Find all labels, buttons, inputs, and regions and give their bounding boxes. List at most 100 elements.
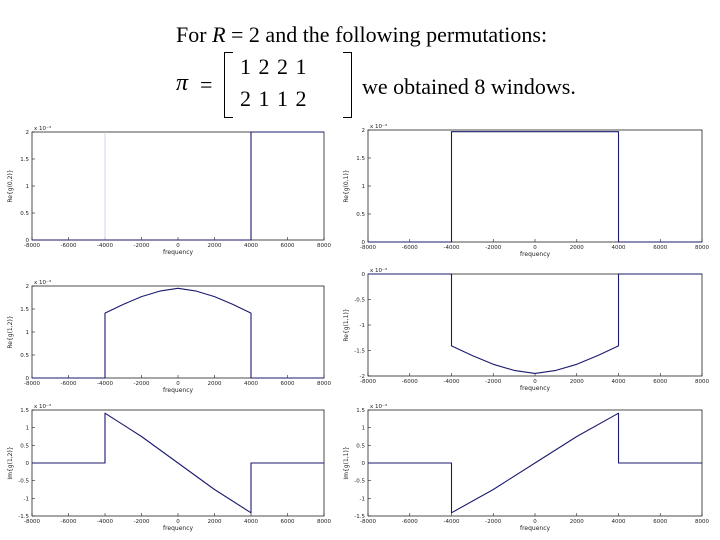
x-tick-label: -4000 <box>97 519 113 525</box>
plot-panel-6: -8000 -6000 -4000 -2000 0 2000 4000 6000 8000 -1.… <box>343 403 709 532</box>
exponent-label: x 10⁻³ <box>34 403 51 410</box>
left-bracket <box>224 52 233 118</box>
y-tick-label: 0 <box>26 238 30 244</box>
y-tick-label: 0 <box>362 240 366 246</box>
permutation-matrix: 1 2 2 1 2 1 1 2 <box>224 52 352 118</box>
y-tick-label: 1 <box>362 184 366 190</box>
plot-frame <box>31 131 325 241</box>
x-tick-label: -8000 <box>24 243 40 249</box>
y-tick-label: 0.5 <box>356 212 365 218</box>
y-tick-label: -1 <box>360 323 365 329</box>
exponent-label: x 10⁻³ <box>370 123 387 130</box>
x-tick-label: 6000 <box>281 243 295 249</box>
x-tick-label: -6000 <box>402 379 418 385</box>
y-axis-label: Re{g(1,2)} <box>7 315 14 348</box>
x-tick-label: 0 <box>533 379 537 385</box>
y-tick-label: 2 <box>26 284 30 290</box>
x-tick-label: -4000 <box>444 519 460 525</box>
x-tick-label: -2000 <box>485 519 501 525</box>
y-tick-label: 0 <box>26 376 30 382</box>
x-tick-label: 4000 <box>244 381 258 387</box>
y-axis-label: Re{g(0,1)} <box>343 169 350 202</box>
x-axis-label: frequency <box>520 385 551 392</box>
y-tick-label: -0.5 <box>18 479 29 485</box>
y-tick-label: 2 <box>362 128 366 134</box>
result-text: we obtained 8 windows. <box>362 74 576 99</box>
x-tick-label: -8000 <box>360 519 376 525</box>
permutation-definition: π = 1 2 2 1 2 1 1 2 we obtained 8 window… <box>162 50 582 122</box>
x-tick-label: 4000 <box>244 519 258 525</box>
y-tick-label: 0 <box>362 272 366 278</box>
x-axis-label: frequency <box>520 525 551 532</box>
exponent-label: x 10⁻³ <box>34 279 51 286</box>
x-tick-label: -4000 <box>97 243 113 249</box>
x-tick-label: 0 <box>176 519 180 525</box>
slide-title: For R = 2 and the following permutations… <box>176 22 548 47</box>
plot-panel-3: -8000 -6000 -4000 -2000 0 2000 4000 6000 8000 0 0.… <box>7 279 331 394</box>
y-tick-label: -1.5 <box>18 514 29 520</box>
x-tick-label: -6000 <box>61 243 77 249</box>
x-tick-label: 2000 <box>208 519 222 525</box>
y-tick-label: -1.5 <box>354 514 365 520</box>
x-tick-label: 4000 <box>612 245 626 251</box>
exponent-label: x 10⁻³ <box>370 403 387 410</box>
y-tick-label: 0.5 <box>20 443 29 449</box>
x-tick-label: 2000 <box>208 243 222 249</box>
x-tick-label: -8000 <box>360 245 376 251</box>
pi-symbol: π <box>176 70 189 96</box>
x-tick-label: 2000 <box>208 381 222 387</box>
x-tick-label: 2000 <box>570 379 584 385</box>
series-line-1 <box>32 131 324 241</box>
y-tick-label: 0.5 <box>20 353 29 359</box>
y-tick-label: 1 <box>26 184 30 190</box>
plot-frame <box>367 273 703 377</box>
plot-panel-5: -8000 -6000 -4000 -2000 0 2000 4000 6000 8000 -1.… <box>7 403 331 532</box>
y-tick-label: 0.5 <box>356 443 365 449</box>
y-tick-label: 0 <box>26 461 30 467</box>
x-tick-label: 6000 <box>281 381 295 387</box>
y-tick-label: 1.5 <box>20 408 29 414</box>
matrix-row-1: 1 2 2 1 <box>240 54 308 79</box>
y-tick-label: 1.5 <box>20 157 29 163</box>
x-tick-label: 0 <box>176 381 180 387</box>
y-tick-label: 1 <box>26 330 30 336</box>
x-tick-label: -6000 <box>61 519 77 525</box>
x-axis-label: frequency <box>163 249 194 256</box>
exponent-label: x 10⁻³ <box>34 125 51 132</box>
exponent-label: x 10⁻³ <box>370 267 387 274</box>
plot-panel-4: -8000 -6000 -4000 -2000 0 2000 4000 6000 8000 -2 -… <box>343 267 709 392</box>
y-tick-label: -2 <box>360 374 365 380</box>
x-tick-label: 6000 <box>653 245 667 251</box>
series-line-1 <box>368 273 702 374</box>
x-tick-label: -2000 <box>485 379 501 385</box>
y-tick-label: -1 <box>24 496 29 502</box>
plot-frame <box>367 129 703 243</box>
y-tick-label: -1 <box>360 496 365 502</box>
x-tick-label: -4000 <box>444 379 460 385</box>
y-tick-label: -0.5 <box>354 298 365 304</box>
y-tick-label: -1.5 <box>354 349 365 355</box>
x-tick-label: 4000 <box>244 243 258 249</box>
series-line-1 <box>368 412 702 514</box>
x-tick-label: -6000 <box>61 381 77 387</box>
series-line-1 <box>32 412 324 514</box>
x-tick-label: 8000 <box>695 379 709 385</box>
y-tick-label: 0.5 <box>20 211 29 217</box>
y-tick-label: 1.5 <box>356 156 365 162</box>
plot-panel-1: -8000 -6000 -4000 -2000 0 2000 4000 6000 8000 0 0.… <box>7 125 331 256</box>
x-tick-label: 6000 <box>653 379 667 385</box>
x-tick-label: 0 <box>533 245 537 251</box>
y-tick-label: -0.5 <box>354 479 365 485</box>
x-tick-label: -2000 <box>134 381 150 387</box>
x-tick-label: 8000 <box>317 381 331 387</box>
x-tick-label: 8000 <box>695 245 709 251</box>
matrix-row-2: 2 1 1 2 <box>240 86 308 111</box>
y-tick-label: 1 <box>362 426 366 432</box>
plot-frame <box>31 285 325 379</box>
y-axis-label: Im{g(1,2)} <box>7 446 14 479</box>
x-axis-label: frequency <box>163 387 194 394</box>
x-tick-label: -4000 <box>97 381 113 387</box>
x-tick-label: -8000 <box>24 381 40 387</box>
x-tick-label: 2000 <box>570 245 584 251</box>
